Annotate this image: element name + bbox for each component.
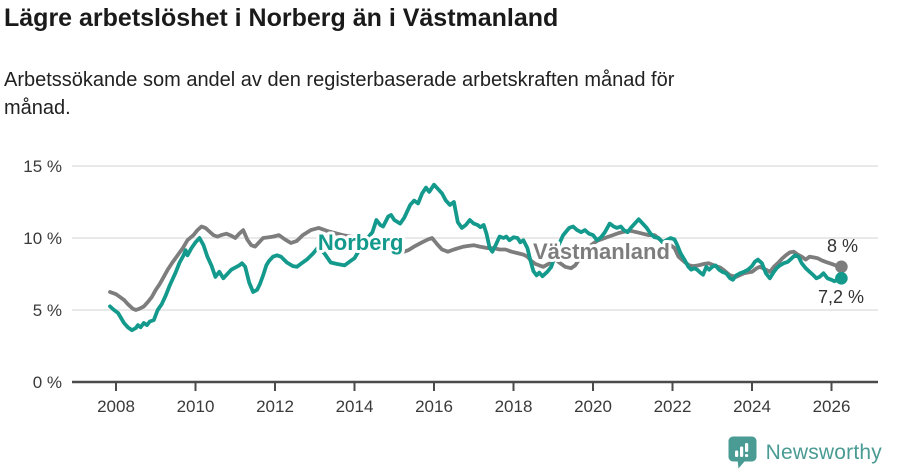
y-axis-label: 0 % xyxy=(33,373,62,392)
chart-subtitle: Arbetssökande som andel av den registerb… xyxy=(4,66,674,122)
footer-brand: Newsworthy xyxy=(728,436,882,469)
end-value-label-norberg: 7,2 % xyxy=(818,287,864,307)
series-line-norberg xyxy=(108,182,844,333)
mini-bar-chart-glyph xyxy=(734,443,748,457)
chart-subtitle-line1: Arbetssökande som andel av den registerb… xyxy=(4,69,675,91)
newsworthy-logo-icon xyxy=(728,436,757,469)
series-label-vastmanland: Västmanland xyxy=(533,239,670,264)
x-axis-label: 2024 xyxy=(733,397,771,416)
end-dot-vastmanland xyxy=(835,260,848,274)
end-value-label-vastmanland: 8 % xyxy=(827,236,858,256)
x-axis-label: 2014 xyxy=(336,397,374,416)
x-axis-label: 2012 xyxy=(256,397,294,416)
brand-name: Newsworthy xyxy=(765,440,882,464)
series-line-vastmanland xyxy=(108,224,844,312)
x-axis-label: 2022 xyxy=(654,397,692,416)
series-label-norberg: Norberg xyxy=(318,230,404,255)
line-chart-svg: 0 % 5 % 10 % 15 % 2008 2010 2012 2014 2016 2018 20… xyxy=(23,157,878,416)
end-dot-norberg xyxy=(835,272,848,285)
x-axis-label: 2018 xyxy=(495,397,533,416)
y-axis-label: 15 % xyxy=(23,157,62,176)
x-axis-label: 2016 xyxy=(415,397,453,416)
line-chart: 0 % 5 % 10 % 15 % 2008 2010 2012 2014 2016 2018 20… xyxy=(0,140,900,432)
page-title: Lägre arbetslöshet i Norberg än i Västma… xyxy=(4,4,559,32)
y-axis-label: 5 % xyxy=(33,301,62,320)
x-axis-label: 2026 xyxy=(813,397,851,416)
x-axis-label: 2010 xyxy=(177,397,215,416)
x-axis-label: 2008 xyxy=(97,397,135,416)
x-axis-label: 2020 xyxy=(574,397,612,416)
y-axis-label: 10 % xyxy=(23,229,62,248)
chart-subtitle-line2: månad. xyxy=(4,97,71,119)
